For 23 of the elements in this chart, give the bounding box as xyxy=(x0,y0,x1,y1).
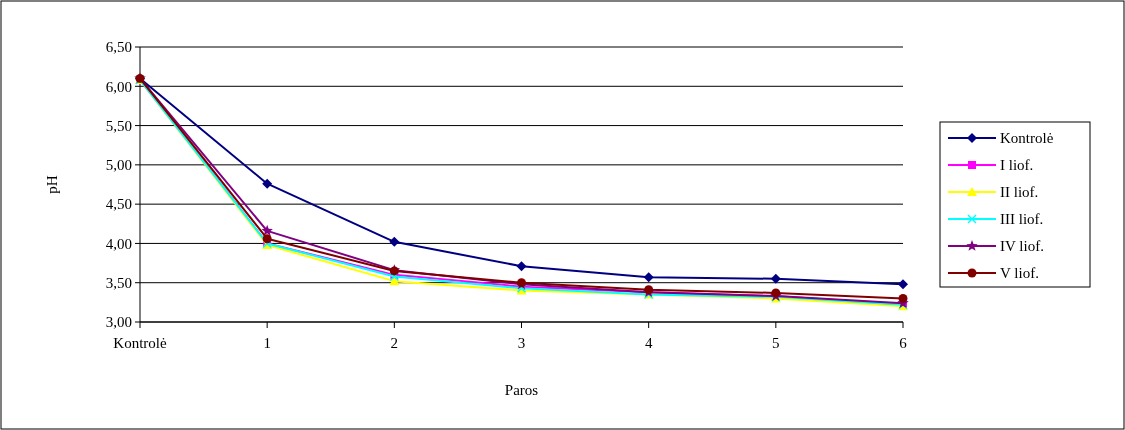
y-tick-label: 6,50 xyxy=(105,39,132,56)
y-tick-label: 3,00 xyxy=(105,314,132,331)
legend-label: III liof. xyxy=(1000,211,1044,228)
y-tick-label: 4,00 xyxy=(105,235,132,252)
legend-label: V liof. xyxy=(1000,265,1039,282)
y-tick-label: 5,00 xyxy=(105,157,132,174)
x-tick-label: 6 xyxy=(899,335,908,351)
y-tick-label: 3,50 xyxy=(105,274,132,291)
x-tick-label: 5 xyxy=(772,335,780,351)
legend-label: Kontrolė xyxy=(1000,130,1054,147)
x-tick-label: 3 xyxy=(517,335,526,351)
x-tick-label: Kontrolė xyxy=(113,335,167,351)
legend-label: I liof. xyxy=(1000,157,1034,174)
x-tick-label: 2 xyxy=(390,335,399,351)
y-tick-label: 6,00 xyxy=(105,78,132,95)
y-tick-label: 4,50 xyxy=(105,196,132,213)
y-tick-label: 5,50 xyxy=(105,117,132,134)
x-axis-title: Paros xyxy=(504,382,539,398)
legend-label: IV liof. xyxy=(1000,238,1044,255)
x-tick-label: 1 xyxy=(263,335,271,351)
x-tick-label: 4 xyxy=(644,335,653,351)
legend-label: II liof. xyxy=(1000,184,1039,201)
y-axis-title: pH xyxy=(44,175,60,194)
